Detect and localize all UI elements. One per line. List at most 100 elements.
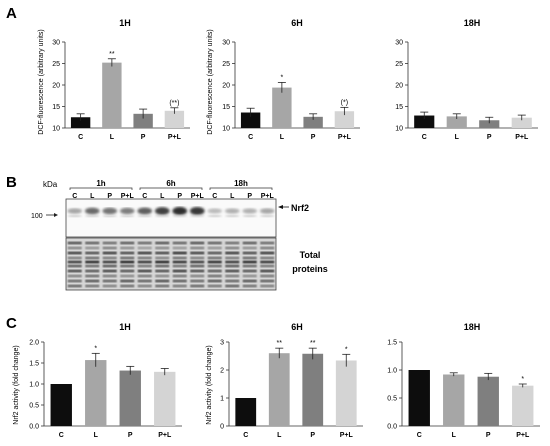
nrf2-band: [154, 207, 170, 215]
chart-2-ytick-label: 20: [395, 83, 403, 90]
total-protein-band: [225, 264, 240, 268]
chart-5-xtick-label: L: [452, 432, 457, 439]
total-protein-band: [120, 284, 135, 288]
total-protein-band: [102, 246, 117, 250]
chart-5-xtick-label: P: [486, 432, 491, 439]
chart-5-ytick-label: 0.0: [387, 424, 397, 431]
chart-5-bar: [408, 370, 430, 426]
nrf2-lower-band: [260, 214, 275, 218]
total-protein-band: [137, 260, 152, 264]
chart-4-ytick-label: 2: [220, 368, 224, 375]
chart-0-bar: [164, 110, 185, 128]
chart-1-xtick-label: L: [280, 134, 285, 141]
total-protein-band: [155, 260, 170, 264]
blot-group-bracket: [139, 187, 203, 190]
chart-0-ytick-label: 15: [52, 104, 60, 111]
total-protein-band: [155, 264, 170, 268]
chart-0-ytick-label: 20: [52, 83, 60, 90]
chart-2-ytick-label: 30: [395, 40, 403, 47]
chart-0-bar: [102, 62, 122, 128]
total-protein-band: [85, 256, 100, 260]
chart-a-18h: 18H 10 15 20 25 30 C L P P+L: [395, 18, 538, 141]
total-protein-band: [207, 251, 222, 255]
chart-3-bar: [85, 360, 107, 426]
total-protein-band: [242, 251, 257, 255]
blot-group-label: 6h: [166, 179, 175, 188]
nrf2-band: [67, 208, 83, 214]
total-protein-band: [137, 256, 152, 260]
total-protein-band: [102, 241, 117, 245]
chart-3-ytick-label: 0.0: [29, 424, 39, 431]
total-protein-band: [190, 260, 205, 264]
chart-c-1h: 1H Nrf2 activity (fold change) 0.0 0.5 1.0…: [13, 322, 182, 439]
chart-2-bar: [511, 117, 532, 128]
chart-2-xtick-label: C: [422, 134, 427, 141]
total-protein-band: [260, 264, 275, 268]
chart-1-bar: [334, 111, 355, 128]
chart-1-significance: (*): [341, 99, 348, 106]
total-protein-band: [225, 260, 240, 264]
blot-lane-label: P: [247, 193, 252, 200]
total-protein-band: [137, 241, 152, 245]
total-protein-band: [85, 279, 100, 283]
total-protein-band: [207, 269, 222, 273]
blot-kda-label: kDa: [43, 180, 58, 189]
total-label-line1: Total: [300, 250, 321, 260]
western-blot: kDa 100 1h 6h 18h C L P P+L C L P P+L C L P P+L Nrf2 T…: [31, 179, 328, 291]
chart-2-xtick-label: P+L: [515, 134, 529, 141]
nrf2-band: [207, 208, 223, 214]
chart-a-18h-title: 18H: [464, 18, 481, 28]
chart-3-xtick-label: P+L: [158, 432, 172, 439]
total-protein-band: [207, 256, 222, 260]
total-protein-band: [242, 260, 257, 264]
total-protein-band: [120, 264, 135, 268]
total-protein-band: [155, 284, 170, 288]
chart-4-bar: [268, 353, 290, 426]
total-protein-band: [260, 274, 275, 278]
nrf2-lower-band: [172, 214, 187, 218]
total-protein-band: [172, 269, 187, 273]
chart-2-bar: [414, 115, 435, 128]
chart-1-bar: [240, 112, 261, 128]
nrf2-lower-band: [207, 214, 222, 218]
nrf2-band: [102, 207, 118, 215]
chart-0-xtick-label: C: [78, 134, 83, 141]
panel-label-c: C: [6, 315, 17, 332]
chart-1-xtick-label: P: [311, 134, 316, 141]
nrf2-lower-band: [85, 214, 100, 218]
total-protein-band: [260, 284, 275, 288]
nrf2-band: [224, 208, 240, 214]
chart-c-6h-title: 6H: [291, 322, 303, 332]
total-protein-band: [67, 256, 82, 260]
nrf2-lower-band: [225, 214, 240, 218]
total-protein-band: [120, 246, 135, 250]
chart-2-ytick-label: 10: [395, 126, 403, 133]
total-protein-band: [190, 274, 205, 278]
nrf2-lower-band: [67, 214, 82, 218]
total-protein-band: [67, 260, 82, 264]
total-protein-band: [102, 264, 117, 268]
total-protein-band: [172, 264, 187, 268]
chart-1-xtick-label: P+L: [338, 134, 352, 141]
chart-3-bar: [154, 371, 176, 426]
total-protein-band: [137, 246, 152, 250]
total-protein-band: [85, 274, 100, 278]
total-protein-band: [242, 246, 257, 250]
chart-4-significance: **: [310, 340, 316, 347]
total-protein-band: [85, 284, 100, 288]
total-protein-band: [137, 264, 152, 268]
total-protein-band: [102, 274, 117, 278]
total-protein-band: [102, 260, 117, 264]
chart-a-6h: 6H DCF-fluorescence (arbitrary units) 10…: [207, 18, 360, 141]
total-protein-band: [260, 241, 275, 245]
chart-4-significance: *: [345, 346, 348, 353]
chart-0-ytick-label: 30: [52, 40, 60, 47]
total-protein-band: [225, 256, 240, 260]
chart-a-1h: 1H DCF-fluorescence (arbitrary units) 10…: [38, 18, 190, 141]
chart-c-18h: 18H 0.0 0.5 1.0 1.5 C L P * P+L: [387, 322, 540, 439]
total-protein-band: [67, 279, 82, 283]
total-protein-band: [225, 279, 240, 283]
total-protein-band: [85, 241, 100, 245]
total-protein-band: [67, 251, 82, 255]
